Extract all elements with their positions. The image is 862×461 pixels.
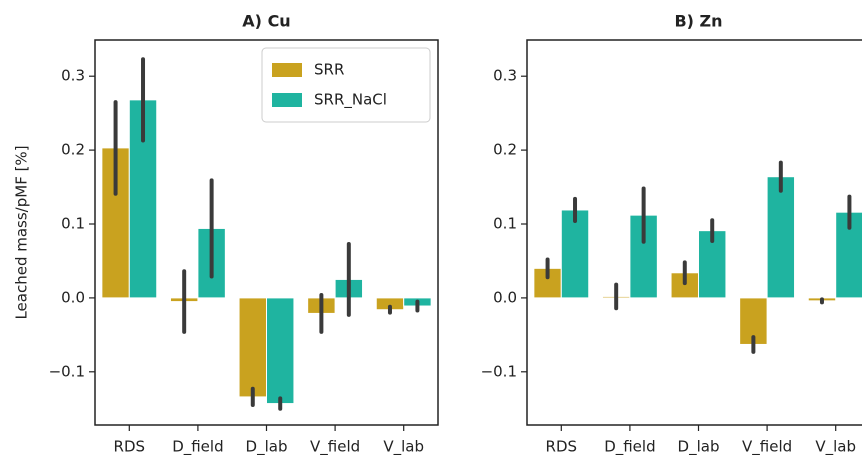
x-tick-label: D_field	[604, 438, 655, 457]
y-tick-label: −0.1	[49, 362, 85, 380]
bar	[766, 176, 796, 299]
chart-title: B) Zn	[674, 12, 722, 31]
legend-swatch	[272, 93, 302, 107]
y-tick-label: 0.0	[61, 288, 85, 306]
x-tick-label: V_field	[310, 438, 360, 457]
y-tick-label: 0.1	[493, 215, 517, 233]
bar	[266, 297, 295, 405]
y-tick-label: 0.2	[61, 141, 85, 159]
x-tick-label: RDS	[114, 438, 146, 456]
x-tick-label: D_lab	[246, 438, 288, 457]
legend-box	[261, 47, 431, 123]
x-tick-label: RDS	[546, 438, 578, 456]
x-tick-label: D_lab	[678, 438, 720, 457]
x-tick-label: V_field	[742, 438, 792, 457]
y-tick-label: 0.2	[493, 141, 517, 159]
y-axis-label: Leached mass/pMF [%]	[13, 145, 31, 319]
y-tick-label: 0.3	[493, 67, 517, 85]
y-tick-label: 0.3	[61, 67, 85, 85]
chart-title: A) Cu	[242, 12, 290, 31]
x-tick-label: D_field	[172, 438, 223, 457]
x-tick-label: V_lab	[383, 438, 424, 457]
y-tick-label: 0.1	[61, 215, 85, 233]
axes-frame	[94, 39, 439, 426]
y-tick-label: 0.0	[493, 288, 517, 306]
axes-frame	[526, 39, 862, 426]
x-tick-label: V_lab	[815, 438, 856, 457]
legend-label: SRR_NaCl	[314, 91, 387, 110]
bar	[238, 297, 267, 398]
bar	[739, 297, 768, 345]
legend-swatch	[272, 63, 302, 77]
legend-label: SRR	[314, 61, 344, 79]
y-tick-label: −0.1	[481, 362, 517, 380]
bar	[560, 209, 590, 299]
